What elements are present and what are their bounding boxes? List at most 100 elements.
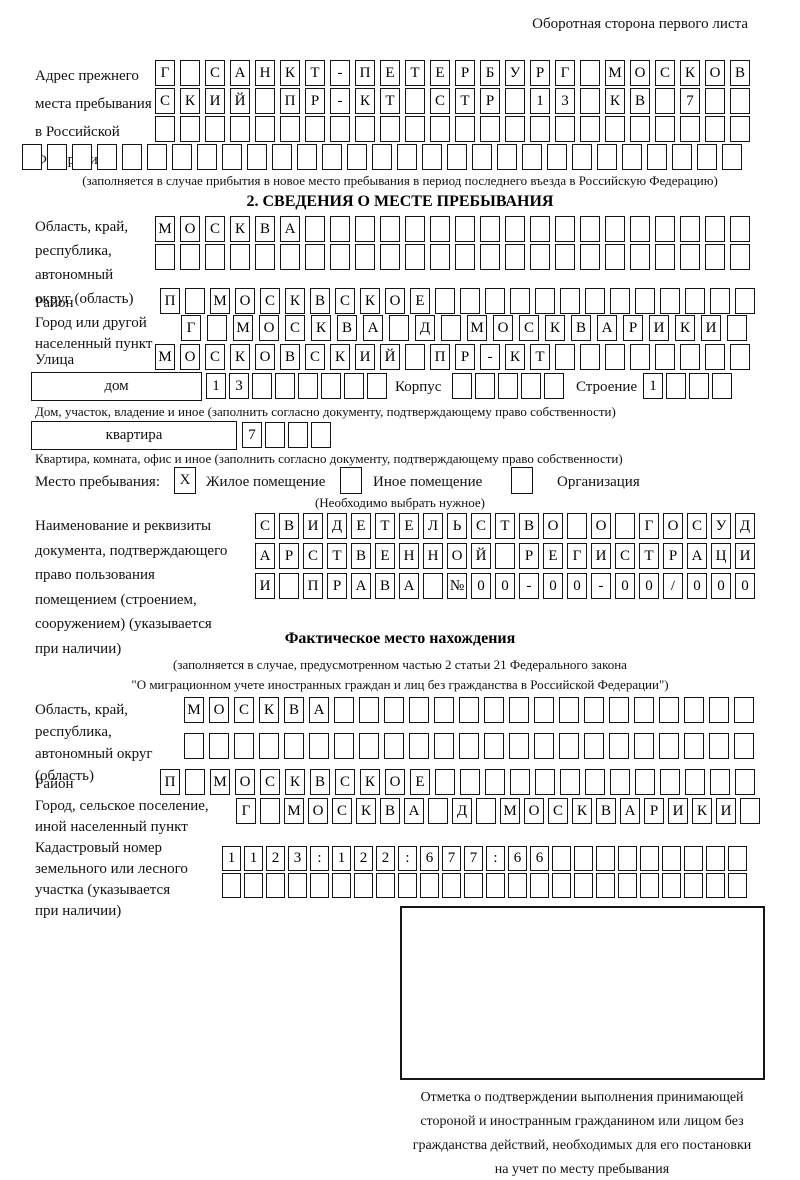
char-box: С [615, 543, 635, 569]
char-box: П [160, 288, 180, 314]
char-box: Р [623, 315, 643, 341]
char-box: А [687, 543, 707, 569]
char-box [252, 373, 272, 399]
char-box [580, 88, 600, 114]
char-box [288, 422, 308, 448]
char-box [584, 733, 604, 759]
char-box: К [330, 344, 350, 370]
char-box: П [280, 88, 300, 114]
char-box [510, 288, 530, 314]
korpus-row [452, 373, 564, 399]
char-box [484, 733, 504, 759]
document-label: Наименование и реквизиты документа, подт… [35, 518, 228, 657]
stay-type-note: (Необходимо выбрать нужное) [314, 495, 486, 510]
char-box: П [303, 573, 323, 599]
char-box: Е [375, 543, 395, 569]
char-box: Т [380, 88, 400, 114]
actual-district-label: Район [35, 776, 74, 792]
char-box [405, 88, 425, 114]
char-box: Е [399, 513, 419, 539]
char-box: 0 [639, 573, 659, 599]
prev-address-row-3 [155, 116, 750, 142]
char-box [266, 873, 285, 898]
char-box [460, 769, 480, 795]
char-box: М [233, 315, 253, 341]
char-box: Р [480, 88, 500, 114]
char-box [97, 144, 117, 170]
char-box: Д [452, 798, 472, 824]
char-box [580, 60, 600, 86]
char-box [272, 144, 292, 170]
char-box [279, 573, 299, 599]
house-box: дом [31, 372, 202, 401]
char-box [609, 697, 629, 723]
char-box: О [524, 798, 544, 824]
char-box: 3 [288, 846, 307, 871]
char-box: М [210, 769, 230, 795]
char-box: 1 [643, 373, 663, 399]
char-box [380, 216, 400, 242]
char-box [355, 216, 375, 242]
char-box: П [430, 344, 450, 370]
char-box: К [675, 315, 695, 341]
char-box [740, 798, 760, 824]
char-box: - [519, 573, 539, 599]
char-box [244, 873, 263, 898]
char-box [689, 373, 709, 399]
char-box: Т [530, 344, 550, 370]
char-box [485, 288, 505, 314]
char-box [184, 733, 204, 759]
char-box: 2 [376, 846, 395, 871]
char-box [47, 144, 67, 170]
char-box [472, 144, 492, 170]
char-box: К [230, 344, 250, 370]
char-box: 7 [442, 846, 461, 871]
char-box: 1 [206, 373, 226, 399]
char-box: С [260, 769, 280, 795]
char-box [684, 733, 704, 759]
char-box: О [180, 216, 200, 242]
char-box [710, 288, 730, 314]
char-box: К [356, 798, 376, 824]
char-box [705, 344, 725, 370]
char-box [647, 144, 667, 170]
char-box [330, 116, 350, 142]
char-box: О [447, 543, 467, 569]
char-box: О [180, 344, 200, 370]
char-box [727, 315, 747, 341]
char-box [72, 144, 92, 170]
char-box [730, 216, 750, 242]
char-box [185, 288, 205, 314]
char-box: В [571, 315, 591, 341]
section2-title: 2. СВЕДЕНИЯ О МЕСТЕ ПРЕБЫВАНИЯ [246, 193, 554, 210]
char-box: А [399, 573, 419, 599]
char-box: Т [405, 60, 425, 86]
char-box [535, 288, 555, 314]
char-box: О [385, 288, 405, 314]
char-box [605, 344, 625, 370]
char-box [680, 344, 700, 370]
char-box [495, 543, 515, 569]
char-box: О [543, 513, 563, 539]
char-box: С [519, 315, 539, 341]
stroenie-label: Строение [576, 379, 638, 395]
char-box: С [332, 798, 352, 824]
char-box: М [500, 798, 520, 824]
char-box [230, 116, 250, 142]
char-box [597, 144, 617, 170]
char-box [498, 373, 518, 399]
char-box: К [605, 88, 625, 114]
char-box: М [210, 288, 230, 314]
char-box: К [355, 88, 375, 114]
char-box [567, 513, 587, 539]
char-box [367, 373, 387, 399]
char-box: К [285, 769, 305, 795]
char-box: С [655, 60, 675, 86]
char-box [680, 216, 700, 242]
char-box [722, 144, 742, 170]
char-box [505, 244, 525, 270]
char-box [705, 116, 725, 142]
